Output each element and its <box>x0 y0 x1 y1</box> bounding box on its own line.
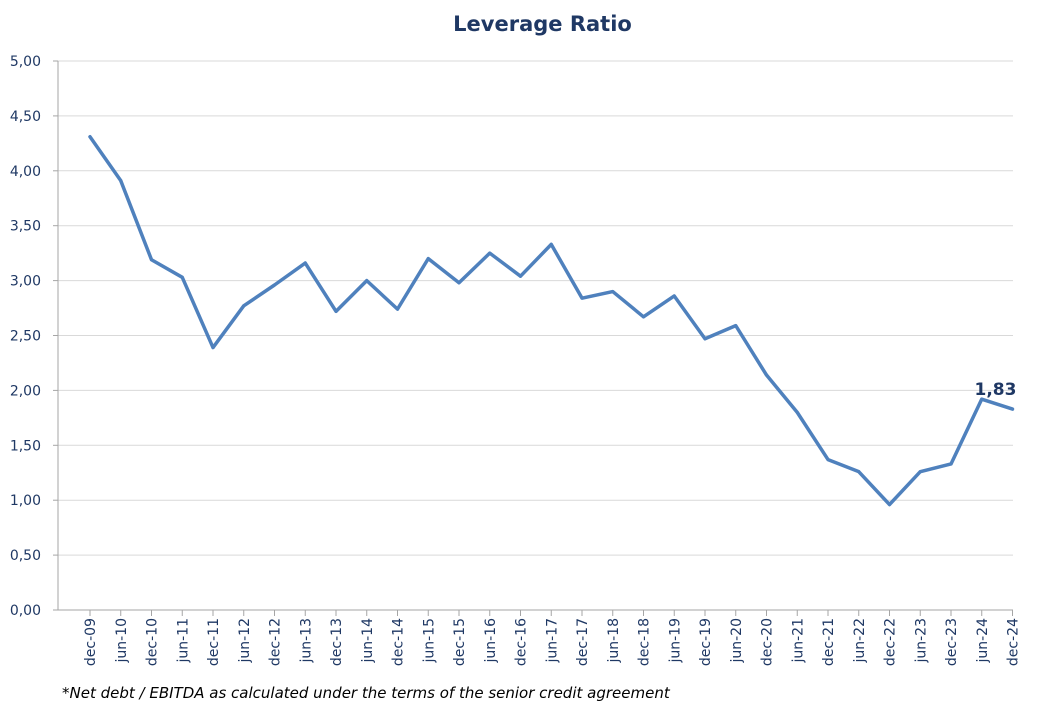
x-tick-label: jun-20 <box>729 618 745 664</box>
x-tick-label: jun-11 <box>175 618 191 664</box>
x-tick-label: dec-10 <box>145 618 161 666</box>
x-tick-label: dec-14 <box>391 618 407 666</box>
x-tick-label: dec-21 <box>821 618 837 666</box>
data-point <box>273 283 276 287</box>
y-tick-label: 4,50 <box>10 109 41 125</box>
x-tick-label: dec-15 <box>452 618 468 666</box>
data-point <box>949 462 953 466</box>
chart-footnote: *Net debt / EBITDA as calculated under t… <box>62 684 670 702</box>
x-tick-label: jun-18 <box>606 618 622 664</box>
x-tick-label: dec-09 <box>83 618 99 666</box>
x-tick-label: dec-18 <box>637 618 653 666</box>
chart-title: Leverage Ratio <box>453 12 632 36</box>
data-point <box>765 373 768 377</box>
x-tick-label: jun-22 <box>852 618 868 664</box>
data-point <box>888 503 891 507</box>
y-tick-label: 5,00 <box>10 54 41 70</box>
x-tick-label: jun-21 <box>790 618 806 664</box>
x-tick-label: dec-20 <box>760 618 776 666</box>
x-tick-label: dec-16 <box>514 618 530 666</box>
x-tick-label: jun-12 <box>237 618 253 664</box>
y-tick-label: 1,50 <box>10 438 41 454</box>
x-tick-label: jun-13 <box>298 618 314 664</box>
x-tick-label: dec-24 <box>1006 618 1022 666</box>
x-tick-label: jun-16 <box>483 618 499 664</box>
x-tick-label: dec-19 <box>698 618 714 666</box>
data-point <box>980 397 984 401</box>
data-point <box>303 261 307 265</box>
series-line <box>88 135 1015 507</box>
data-point <box>426 257 430 261</box>
x-tick-label: dec-11 <box>206 618 222 666</box>
data-point <box>119 179 123 183</box>
x-tick-label: dec-17 <box>575 618 591 666</box>
data-point <box>396 307 399 311</box>
data-point <box>642 315 645 319</box>
y-tick-label: 2,50 <box>10 329 41 345</box>
data-point <box>334 309 338 313</box>
y-tick-label: 4,00 <box>10 164 41 180</box>
data-point <box>857 470 861 474</box>
x-tick-label: dec-12 <box>268 618 284 666</box>
y-tick-label: 3,00 <box>10 274 41 290</box>
x-tick-label: jun-14 <box>360 618 376 664</box>
x-tick-label: jun-24 <box>975 618 991 664</box>
data-point <box>918 470 922 474</box>
x-tick-label: jun-15 <box>421 618 437 664</box>
y-tick-label: 0,00 <box>10 603 41 619</box>
data-point <box>734 324 738 328</box>
data-point <box>365 279 369 283</box>
data-point <box>88 135 92 139</box>
data-point <box>549 242 553 246</box>
data-point <box>703 337 707 341</box>
data-point <box>457 281 461 285</box>
x-tick-label: jun-10 <box>114 618 130 664</box>
x-tick-label: jun-17 <box>544 618 560 664</box>
data-point <box>1011 407 1014 411</box>
data-point <box>180 275 184 279</box>
data-label: 1,83 <box>975 380 1017 400</box>
y-tick-label: 2,00 <box>10 383 41 399</box>
data-point <box>211 346 215 350</box>
data-point <box>488 251 492 255</box>
x-tick-label: dec-23 <box>944 618 960 666</box>
data-point <box>611 290 615 294</box>
x-tick-label: dec-22 <box>883 618 899 666</box>
data-point <box>795 410 799 414</box>
data-point <box>826 458 830 462</box>
data-point <box>519 274 522 278</box>
y-tick-label: 3,50 <box>10 219 41 235</box>
data-point <box>672 294 676 298</box>
x-tick-label: dec-13 <box>329 618 345 666</box>
x-tick-label: jun-19 <box>667 618 683 664</box>
data-point <box>242 304 246 308</box>
data-point <box>580 296 584 300</box>
x-tick-label: jun-23 <box>913 618 929 664</box>
data-point <box>150 258 153 262</box>
y-tick-label: 1,00 <box>10 493 41 509</box>
y-tick-label: 0,50 <box>10 548 41 564</box>
